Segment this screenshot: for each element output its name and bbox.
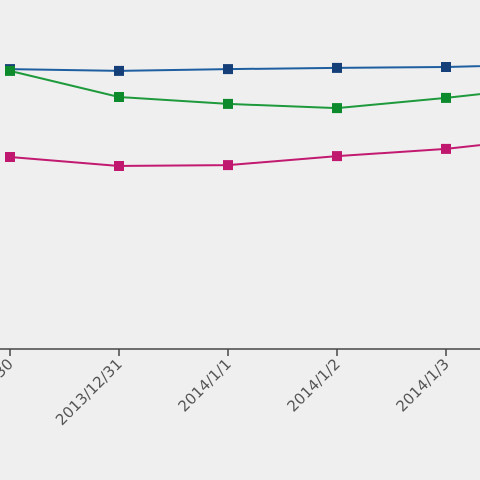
series-line	[9, 144, 480, 168]
point-marker	[5, 152, 15, 162]
point-marker	[441, 143, 451, 154]
point-marker	[223, 160, 233, 171]
point-marker	[114, 161, 124, 171]
point-marker	[332, 103, 342, 114]
series-line	[9, 65, 480, 72]
series-line	[9, 69, 480, 110]
point-marker	[332, 151, 342, 162]
point-marker	[223, 64, 233, 75]
point-marker	[114, 65, 124, 76]
point-marker	[441, 62, 451, 72]
point-marker	[223, 98, 233, 109]
point-marker	[5, 65, 15, 76]
point-marker	[332, 62, 342, 73]
point-marker	[441, 92, 451, 103]
point-marker	[114, 92, 124, 102]
